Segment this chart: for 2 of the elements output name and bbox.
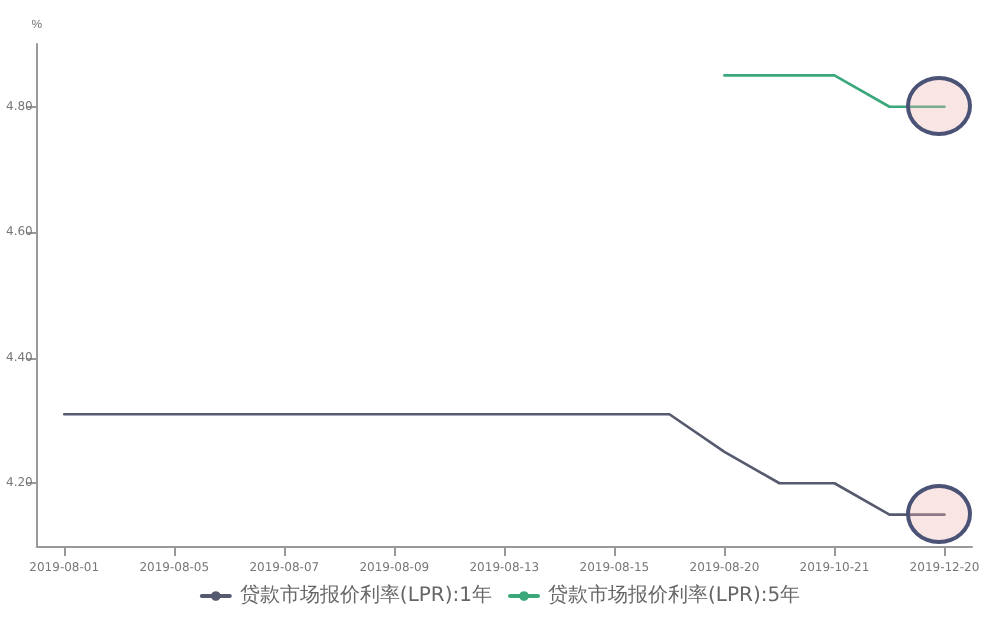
legend-label: 贷款市场报价利率(LPR):5年 (548, 583, 801, 607)
legend-label: 贷款市场报价利率(LPR):1年 (239, 583, 493, 607)
